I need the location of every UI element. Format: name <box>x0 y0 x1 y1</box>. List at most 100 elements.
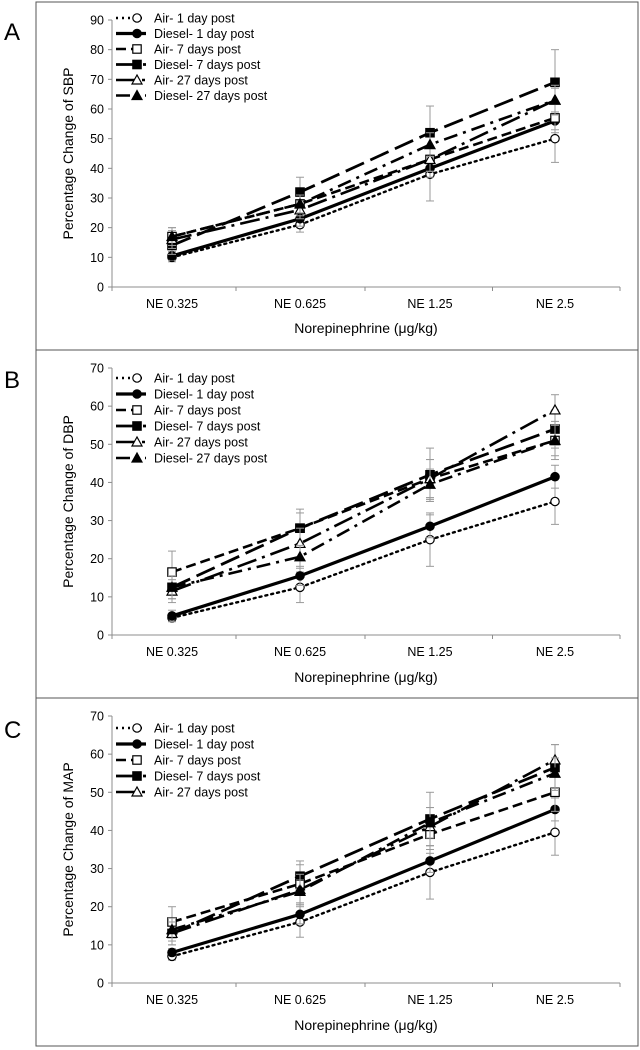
series-line <box>171 791 556 924</box>
x-tick-label-sbp: NE 2.5 <box>536 297 574 311</box>
series-diesel-27-day-sbp <box>165 84 562 246</box>
legend-swatch-marker <box>132 28 142 39</box>
legend-entry-label: Diesel- 1 day post <box>154 738 255 752</box>
y-tick-label-dbp: 0 <box>97 629 104 643</box>
data-point <box>548 766 562 778</box>
data-point <box>425 521 435 532</box>
y-tick-label-map: 0 <box>97 977 104 991</box>
x-tick-label-map: NE 0.325 <box>146 993 198 1007</box>
legend-dbp: Air- 1 day post Diesel- 1 day post Air- 7 … <box>116 372 268 466</box>
data-point <box>548 403 562 415</box>
legend-swatch-marker <box>132 405 142 415</box>
series-line <box>171 427 556 589</box>
x-axis-title-dbp: Norepinephrine (μg/kg) <box>294 669 437 685</box>
legend-entry-label: Air- 27 days post <box>154 436 248 450</box>
legend-entry-label: Diesel- 7 days post <box>154 58 261 72</box>
series-line <box>170 831 557 958</box>
y-tick-label-map: 50 <box>90 786 104 800</box>
series-line <box>171 81 556 247</box>
chart-panel-sbp: A 0 10 20 30 40 50 60 70 80 90 NE 0.325 NE 0.625 NE 1… <box>4 1 639 351</box>
y-axis-title-dbp: Percentage Change of DBP <box>60 415 76 588</box>
x-tick-label-sbp: NE 0.625 <box>274 297 326 311</box>
chart-panel-map: C 0 10 20 30 40 50 60 70 NE 0.325 NE 0.625 NE 1.25 N… <box>4 697 639 1047</box>
legend-swatch-marker <box>130 435 144 447</box>
data-point <box>165 581 179 592</box>
data-point <box>548 93 562 105</box>
series-line <box>171 475 556 618</box>
panel-letter-map: C <box>4 717 21 744</box>
data-point <box>293 197 307 209</box>
series-line <box>170 500 557 620</box>
y-tick-label-sbp: 60 <box>90 103 104 117</box>
chart-panel-dbp: B 0 10 20 30 40 50 60 70 NE 0.325 NE 0.625 NE 1.25 N… <box>4 349 639 699</box>
x-tick-label-dbp: NE 1.25 <box>407 645 452 659</box>
data-point <box>165 923 179 935</box>
legend-swatch-marker <box>130 451 144 463</box>
y-tick-label-map: 40 <box>90 824 104 838</box>
y-tick-label-sbp: 80 <box>90 43 104 57</box>
y-tick-label-sbp: 10 <box>90 251 104 265</box>
y-tick-label-map: 30 <box>90 862 104 876</box>
legend-swatch-marker <box>130 785 144 797</box>
x-tick-label-map: NE 1.25 <box>407 993 452 1007</box>
data-point <box>167 567 177 577</box>
series-line <box>171 408 556 593</box>
panel-letter-sbp: A <box>4 19 20 46</box>
legend-swatch-marker <box>132 373 142 383</box>
y-tick-label-map: 70 <box>90 710 104 724</box>
panel-frame-map <box>35 697 639 1047</box>
series-diesel-1-day-map <box>167 797 560 958</box>
series-line <box>171 116 556 238</box>
legend-map: Air- 1 day post Diesel- 1 day post Air- 7 … <box>116 722 261 800</box>
y-tick-label-dbp: 10 <box>90 590 104 604</box>
data-point <box>167 947 177 958</box>
y-tick-label-dbp: 30 <box>90 514 104 528</box>
x-tick-label-map: NE 0.625 <box>274 993 326 1007</box>
y-tick-label-sbp: 30 <box>90 192 104 206</box>
x-tick-label-dbp: NE 2.5 <box>536 645 574 659</box>
legend-entry-label: Air- 1 day post <box>154 372 235 386</box>
legend-entry-label: Air- 7 days post <box>154 43 241 57</box>
panel-letter-dbp: B <box>4 367 20 394</box>
series-line <box>171 439 556 589</box>
y-axis-title-sbp: Percentage Change of SBP <box>60 67 76 239</box>
data-point <box>550 496 560 507</box>
series-line <box>171 119 556 258</box>
data-point <box>550 133 560 144</box>
series-diesel-27-day-dbp <box>165 424 562 600</box>
legend-entry-label: Diesel- 7 days post <box>154 770 261 784</box>
series-diesel-1-day-sbp <box>167 111 560 261</box>
data-point <box>295 571 305 581</box>
data-point <box>423 816 437 828</box>
data-point <box>165 230 179 242</box>
legend-entry-label: Air- 7 days post <box>154 404 241 418</box>
data-point <box>548 434 562 446</box>
data-point <box>295 909 305 920</box>
legend-entry-label: Diesel- 27 days post <box>154 89 268 103</box>
legend-swatch-marker <box>132 44 142 54</box>
data-point <box>293 885 307 897</box>
data-point <box>550 827 560 838</box>
series-diesel-27-day-map <box>165 757 562 942</box>
y-axis-title-map: Percentage Change of MAP <box>60 762 76 936</box>
legend-swatch-marker <box>132 13 142 23</box>
y-tick-label-dbp: 20 <box>90 552 104 566</box>
y-tick-label-sbp: 20 <box>90 221 104 235</box>
legend-swatch-marker <box>132 755 142 765</box>
data-point <box>550 471 560 482</box>
y-tick-label-sbp: 40 <box>90 162 104 176</box>
series-line <box>171 766 556 935</box>
legend-entry-label: Diesel- 1 day post <box>154 388 255 402</box>
data-point <box>293 550 307 562</box>
y-tick-label-sbp: 50 <box>90 132 104 146</box>
legend-entry-label: Diesel- 7 days post <box>154 420 261 434</box>
legend-entry-label: Air- 1 day post <box>154 722 235 736</box>
x-tick-label-sbp: NE 1.25 <box>407 297 452 311</box>
data-point <box>423 138 437 150</box>
x-axis-title-map: Norepinephrine (μg/kg) <box>294 1017 437 1033</box>
x-tick-label-dbp: NE 0.325 <box>146 645 198 659</box>
y-tick-label-dbp: 60 <box>90 400 104 414</box>
legend-entry-label: Air- 1 day post <box>154 12 235 26</box>
